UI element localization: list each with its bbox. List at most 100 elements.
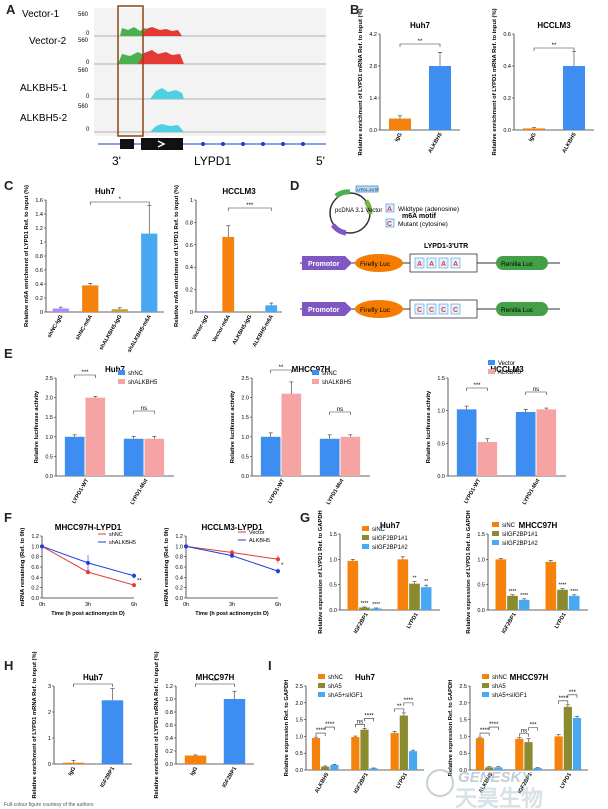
i-mhcc97h-legend-swatch xyxy=(482,674,489,679)
g-mhcc97h-tick-label: 1.5 xyxy=(477,532,485,538)
i-huh7-sig-bracket xyxy=(324,726,335,731)
i-mhcc97h-sig-bracket xyxy=(558,700,569,704)
e-huh7-ylabel: Relative luciferase activity xyxy=(34,390,40,463)
firefly-label-2: Firefly Luc xyxy=(360,307,391,314)
i-mhcc97h-tick-label: 0.5 xyxy=(459,751,467,757)
g-mhcc97h-legend-label: siIGF2BP1#2 xyxy=(502,541,538,547)
i-huh7-bar xyxy=(399,715,408,770)
h-huh7-bar xyxy=(62,762,85,764)
g-huh7-bar xyxy=(359,607,370,610)
gene-exon-2 xyxy=(141,138,183,150)
i-mhcc97h-sig-label: *** xyxy=(569,690,577,696)
utr-title: LYPD1-3'UTR xyxy=(424,243,468,250)
c-hcclm3-tick-label: 1 xyxy=(190,198,193,204)
f-mhcc97h-legend-label: shALKBH5 xyxy=(109,540,136,546)
i-huh7-legend-label: shNC xyxy=(328,675,344,681)
i-huh7-tick-label: 0.5 xyxy=(295,751,303,757)
i-huh7-ylabel: Relative expression Ref. to GAPDH xyxy=(284,680,290,777)
f-mhcc97h-x-tick-label: 3h xyxy=(85,602,91,608)
i-huh7-tick-label: 1.5 xyxy=(295,718,303,724)
e-mhcc97h-title: MHCC97H xyxy=(292,365,331,374)
g-huh7-tick-label: 0.5 xyxy=(329,583,337,589)
gene-end-5prime: 5' xyxy=(316,154,325,168)
i-huh7-legend-label: shA5+siIGF1 xyxy=(328,693,364,699)
promotor-label-2: Promotor xyxy=(308,307,340,314)
f-hcclm3-tick-label: 0.4 xyxy=(175,575,183,581)
track-ymax-4: 560 xyxy=(78,104,89,110)
h-huh7-category-label: IgG xyxy=(67,766,77,777)
c-hcclm3-bar xyxy=(200,312,213,313)
b-hcclm3-tick-label: 0.6 xyxy=(503,32,511,38)
i-mhcc97h-tick-label: 2.5 xyxy=(459,684,467,690)
i-mhcc97h-legend-label: shA5+siIGF1 xyxy=(492,693,528,699)
f-mhcc97h-tick-label: 0.4 xyxy=(31,575,39,581)
h-mhcc97h-category-label: IGF2BP1 xyxy=(222,766,239,789)
g-huh7-tick-label: 1.5 xyxy=(329,532,337,538)
svg-text:C: C xyxy=(453,307,458,314)
f-mhcc97h-tick-label: 1.2 xyxy=(31,534,39,540)
i-huh7-sig-bracket xyxy=(364,718,374,722)
e-mhcc97h-bar xyxy=(281,393,302,476)
f-hcclm3-tick-label: 1.0 xyxy=(175,544,183,550)
c-hcclm3-bar xyxy=(222,236,235,312)
panel-label-a: A xyxy=(6,2,16,17)
g-mhcc97h-legend-swatch xyxy=(492,540,499,545)
c-hcclm3-category-label: Vector-m6A xyxy=(211,314,231,343)
b-hcclm3-ylabel: Relative enrichment of LYPD1 mRNA Ref. t… xyxy=(492,8,498,155)
e-hcclm3-category-label: LYPD1-WT xyxy=(463,477,482,504)
strand-arrow-icon xyxy=(157,140,166,148)
i-mhcc97h-sig-label: *** xyxy=(530,723,538,729)
i-mhcc97h-bar xyxy=(494,767,503,770)
i-mhcc97h-sig-bracket xyxy=(488,726,499,731)
plasmid-name: pcDNA 3.1 Vector xyxy=(335,208,382,214)
i-mhcc97h-tick-label: 0.0 xyxy=(459,768,467,774)
e-hcclm3-sig-label: ns xyxy=(533,387,539,393)
g-huh7-legend-swatch xyxy=(362,544,369,549)
panel-label-b: B xyxy=(350,2,360,17)
gene-end-3prime: 3' xyxy=(112,154,121,168)
g-mhcc97h-ylabel: Relative expression of LYPD1 Ref. to GAP… xyxy=(466,510,472,634)
b-hcclm3-sig-label: ** xyxy=(552,43,557,49)
footer-note: Full-colour figure courtesy of the autho… xyxy=(4,802,94,808)
e-hcclm3-legend-swatch xyxy=(488,360,495,365)
f-hcclm3-tick-label: 0.2 xyxy=(175,586,183,592)
track-ymin-1: 0 xyxy=(86,31,90,37)
i-huh7-category-label: LYPD1 xyxy=(395,772,409,790)
h-mhcc97h-bar xyxy=(184,755,207,764)
e-huh7-tick-label: 1.5 xyxy=(45,415,53,421)
svg-text:A: A xyxy=(417,261,422,268)
g-mhcc97h-category-label: LYPD1 xyxy=(554,612,568,630)
g-huh7-legend-label: siIGF2BP1#2 xyxy=(372,545,408,551)
i-huh7-sig-label: **** xyxy=(364,713,374,719)
g-huh7-bar xyxy=(409,583,420,610)
i-mhcc97h-bar xyxy=(563,706,572,770)
i-mhcc97h-ylabel: Relative expression Ref. to GAPDH xyxy=(448,680,454,777)
g-mhcc97h-tick-label: 0.5 xyxy=(477,583,485,589)
e-huh7-bar xyxy=(64,436,85,476)
g-mhcc97h-legend-label: siIGF2BP1#1 xyxy=(502,532,538,538)
plasmid-utr-box xyxy=(355,185,379,193)
h-huh7-tick-label: 3 xyxy=(48,684,51,690)
panel-label-i: I xyxy=(268,658,272,673)
h-huh7-tick-label: 0 xyxy=(48,762,51,768)
i-mhcc97h-bar xyxy=(524,742,533,770)
c-huh7-ylabel: Relative m6A enrichment of LYPD1 Ref. to… xyxy=(24,185,30,327)
f-mhcc97h-xlabel: Time (h post actinomycin D) xyxy=(51,611,125,617)
track-label-alkbh5-2: ALKBH5-2 xyxy=(20,113,68,124)
b-huh7-sig-bracket xyxy=(399,43,441,47)
e-hcclm3-legend-swatch xyxy=(488,369,495,374)
b-hcclm3-title: HCCLM3 xyxy=(537,21,571,30)
peak-cyan-1 xyxy=(150,88,184,99)
svg-text:A: A xyxy=(453,261,458,268)
e-huh7-sig-label: ns xyxy=(141,406,147,412)
i-huh7-sig-bracket xyxy=(394,708,405,712)
e-mhcc97h-category-label: LYPD1-WT xyxy=(267,477,286,504)
b-huh7-tick-label: 1.4 xyxy=(369,96,377,102)
f-mhcc97h-sig-label: ** xyxy=(137,578,142,584)
b-huh7-sig-label: ** xyxy=(418,39,423,45)
g-huh7-category-label: IGF2BP1 xyxy=(353,612,370,635)
c-hcclm3-tick-label: 0 xyxy=(190,310,193,316)
e-hcclm3-bar xyxy=(536,409,557,476)
c-huh7-sig-label: * xyxy=(119,197,122,203)
f-mhcc97h-tick-label: 0.2 xyxy=(31,586,39,592)
